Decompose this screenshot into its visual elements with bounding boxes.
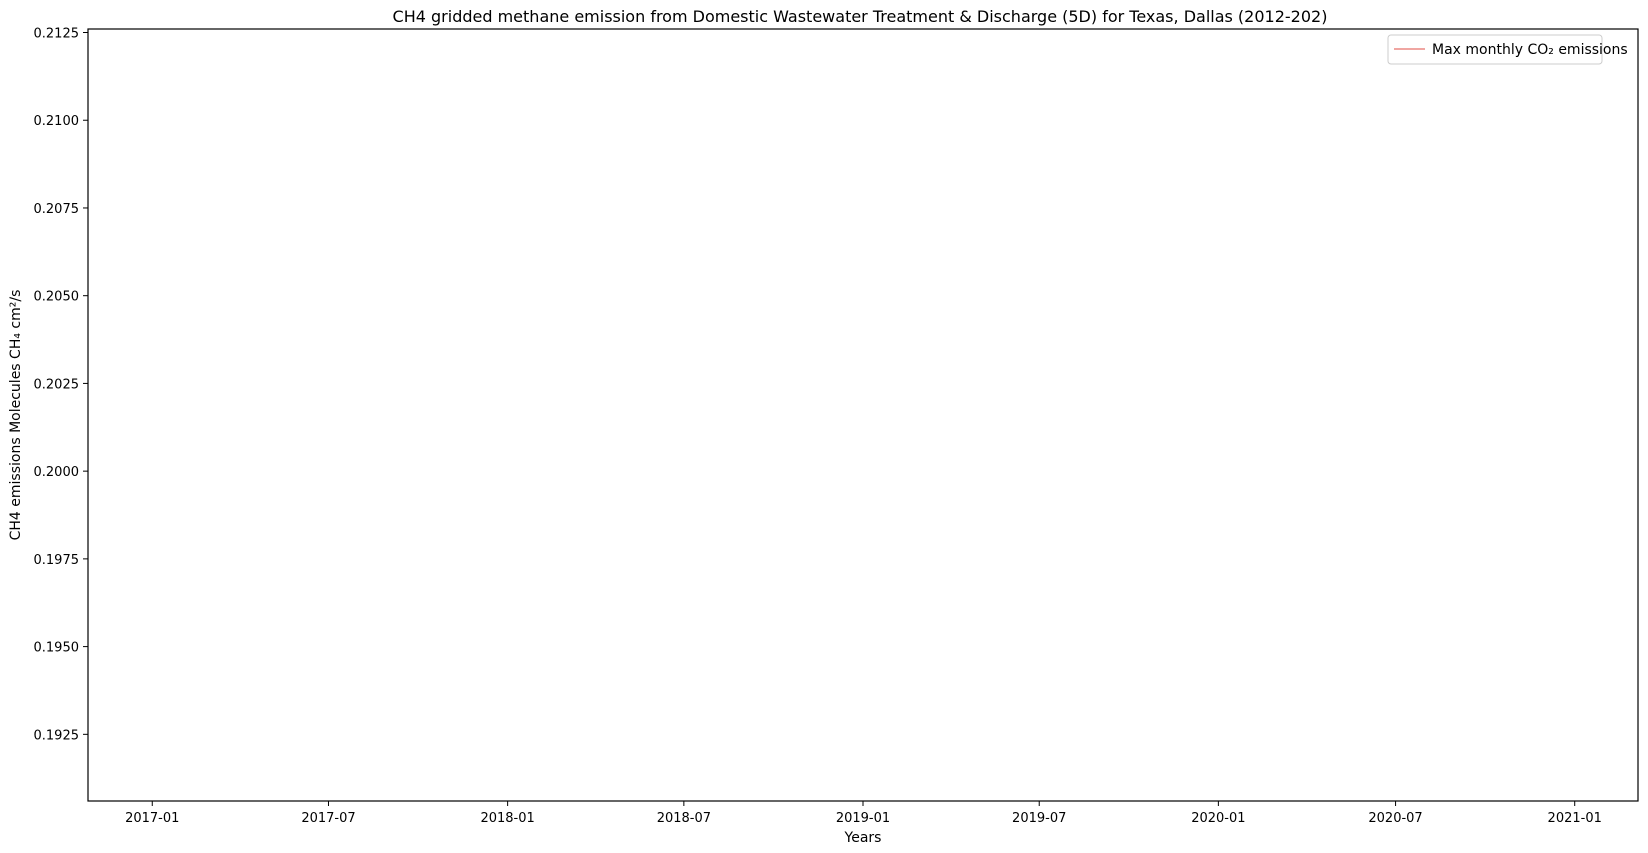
y-tick-label: 0.2025 (34, 377, 80, 392)
x-axis-label: Years (844, 830, 882, 846)
x-tick-label: 2018-01 (480, 811, 534, 826)
y-tick-label: 0.1925 (34, 728, 80, 743)
y-axis-label: CH4 emissions Molecules CH₄ cm²/s (8, 290, 24, 541)
x-tick-label: 2019-07 (1012, 811, 1066, 826)
y-tick-label: 0.2000 (34, 465, 80, 480)
y-tick-label: 0.1950 (34, 641, 80, 656)
legend: Max monthly CO₂ emissions (1387, 34, 1628, 65)
x-tick-label: 2020-07 (1368, 811, 1422, 826)
y-axis: 0.1925 0.1950 0.1975 0.2000 0.2025 0.2050 0.20… (34, 27, 88, 743)
axes-frame (87, 28, 1639, 802)
legend-box (1387, 34, 1603, 65)
y-tick-label: 0.2125 (34, 27, 80, 42)
x-tick-label: 2019-01 (836, 811, 890, 826)
x-tick-label: 2018-07 (657, 811, 711, 826)
x-tick-label: 2020-01 (1191, 811, 1245, 826)
y-tick-label: 0.2075 (34, 202, 80, 217)
y-tick-label: 0.2050 (34, 290, 80, 305)
x-tick-label: 2021-01 (1548, 811, 1602, 826)
x-tick-label: 2017-01 (125, 811, 179, 826)
y-tick-label: 0.1975 (34, 553, 80, 568)
chart-title: CH4 gridded methane emission from Domest… (393, 7, 1328, 26)
x-tick-label: 2017-07 (301, 811, 355, 826)
plot-area (87, 28, 1639, 802)
legend-label: Max monthly CO₂ emissions (1432, 42, 1628, 58)
x-axis: 2017-01 2017-07 2018-01 2018-07 2019-01 2019-… (125, 801, 1602, 826)
y-tick-label: 0.2100 (34, 114, 80, 129)
